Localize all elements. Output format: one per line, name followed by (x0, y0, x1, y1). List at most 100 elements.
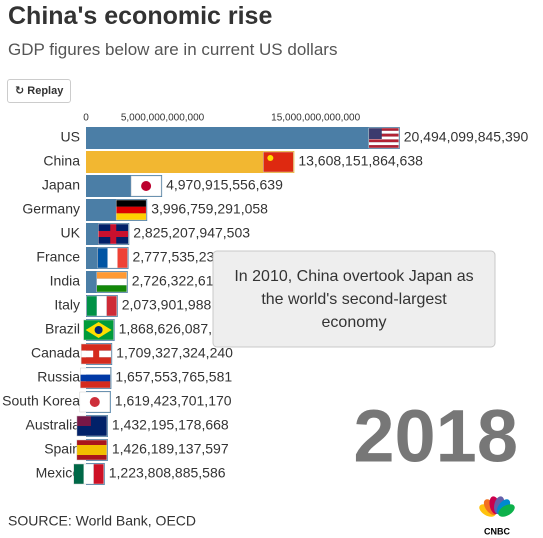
flag-part (96, 278, 127, 286)
flag-part (86, 296, 97, 316)
flag-part (117, 248, 128, 268)
flag-border (80, 343, 112, 365)
flag-border (368, 127, 400, 149)
category-label: India (50, 273, 81, 289)
category-label: UK (61, 225, 81, 241)
value-label: 1,657,553,765,581 (115, 369, 232, 385)
category-label: South Korea (2, 393, 80, 409)
flag-border (86, 295, 118, 317)
flag-part (368, 128, 399, 131)
flag-part (368, 139, 399, 143)
category-label: France (36, 249, 80, 265)
value-label: 1,432,195,178,668 (112, 417, 229, 433)
flag-part (96, 272, 127, 279)
flag-border (263, 151, 294, 173)
category-label: China (43, 153, 80, 169)
logo-feather (498, 504, 515, 517)
flag-border (98, 223, 129, 245)
flag-part (94, 326, 103, 334)
x-tick-label: 5,000,000,000,000 (121, 113, 205, 124)
flag-part (76, 440, 107, 445)
replay-label: Replay (27, 85, 64, 97)
value-label: 20,494,099,845,390 (404, 129, 529, 145)
value-label: 1,426,189,137,597 (112, 441, 229, 457)
value-label: 4,970,915,556,639 (166, 177, 283, 193)
value-label: 1,223,808,885,586 (109, 465, 226, 481)
flag (76, 439, 108, 461)
category-label: Russia (37, 369, 80, 385)
category-label: US (61, 129, 80, 145)
flag-border (79, 391, 111, 413)
flag-border (73, 463, 104, 485)
flag (80, 367, 111, 389)
flag (97, 247, 128, 269)
flag-part (110, 224, 117, 244)
flag-part (106, 296, 117, 316)
flag-part (116, 200, 147, 207)
flag-part (76, 450, 107, 455)
flag (96, 271, 127, 293)
annotation-box (212, 250, 496, 348)
flag-border (83, 319, 114, 341)
flag-part (116, 213, 147, 220)
category-label: Italy (54, 297, 80, 313)
replay-button[interactable]: ↻ Replay (7, 79, 72, 103)
flag (368, 127, 400, 149)
flag-part (80, 381, 111, 388)
flag-part (116, 206, 147, 214)
value-label: 2,073,901,988,878 (122, 297, 239, 313)
flag-part (83, 464, 94, 484)
flag-border (115, 199, 147, 221)
annotation-text: economy (322, 314, 387, 331)
flag (130, 175, 162, 197)
flag (73, 463, 104, 485)
flag-part (76, 455, 107, 460)
bar (86, 127, 400, 149)
flag (79, 391, 111, 413)
flag-part (76, 416, 91, 426)
flag-border (76, 415, 108, 437)
flag-border (130, 175, 162, 197)
flag-part (368, 145, 399, 148)
chart-title: China's economic rise (8, 2, 273, 30)
annotation-text: the world's second-largest (261, 291, 447, 308)
flag-border (97, 247, 128, 269)
flag-part (93, 350, 100, 358)
annotation-text: In 2010, China overtook Japan as (234, 268, 473, 285)
flag-part (89, 397, 100, 407)
flag-part (73, 464, 84, 484)
flag (80, 343, 112, 365)
category-label: Australia (26, 417, 81, 433)
flag-part (96, 285, 127, 292)
category-label: Brazil (45, 321, 80, 337)
flag-part (368, 133, 399, 137)
flag (263, 151, 294, 173)
flag-part (368, 142, 399, 146)
flag-border (76, 439, 108, 461)
flag (76, 415, 108, 437)
flag-part (368, 136, 399, 140)
logo-text: CNBC (484, 526, 510, 536)
value-label: 13,608,151,864,638 (298, 153, 423, 169)
flag-part (368, 128, 382, 139)
value-label: 1,619,423,701,170 (115, 393, 232, 409)
flag-part (97, 248, 108, 268)
category-label: Spain (44, 441, 80, 457)
flag-part (80, 374, 111, 382)
category-label: Mexico (36, 465, 81, 481)
flag-border (96, 271, 127, 293)
flag-part (96, 296, 107, 316)
value-label: 3,996,759,291,058 (151, 201, 268, 217)
flag-part (263, 152, 294, 172)
flag-part (107, 248, 118, 268)
flag (83, 319, 114, 341)
x-tick-label: 0 (83, 113, 89, 124)
flag-part (81, 357, 112, 364)
flag (86, 295, 118, 317)
year-label: 2018 (353, 395, 518, 478)
flag-part (141, 181, 152, 191)
flag (115, 199, 147, 221)
replay-icon: ↻ (15, 85, 28, 97)
bar (86, 151, 295, 173)
